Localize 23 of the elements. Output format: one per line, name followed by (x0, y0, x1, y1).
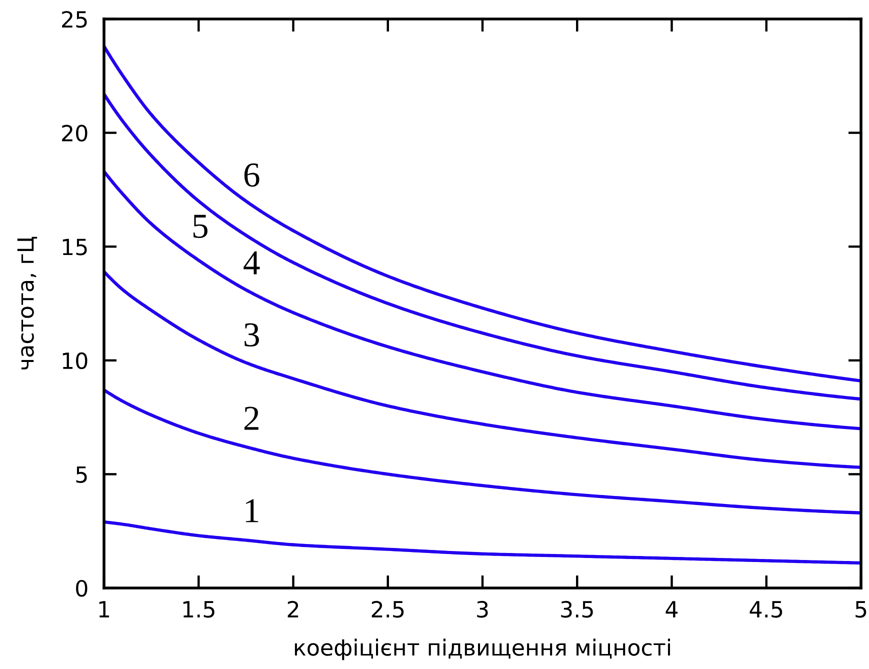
x-axis-title: коефіцієнт підвищення міцності (294, 638, 670, 660)
x-tick-label: 5 (856, 601, 866, 618)
x-tick-label: 3 (477, 600, 488, 618)
series-label: 2 (244, 406, 258, 430)
y-tick-label: 25 (62, 10, 87, 28)
x-tick-label: 1.5 (183, 601, 214, 618)
series-label: 5 (193, 214, 208, 238)
series-label: 3 (244, 323, 259, 347)
series-label: 4 (244, 251, 260, 274)
x-tick-label: 4.5 (750, 601, 782, 618)
y-tick-label: 5 (76, 466, 87, 483)
x-tick-label: 2 (288, 600, 298, 618)
y-tick-label: 20 (62, 124, 88, 142)
y-axis-title: частота, гЦ (17, 236, 38, 370)
x-tick-label: 3.5 (561, 600, 593, 618)
y-tick-label: 0 (76, 580, 88, 597)
series-label: 6 (244, 163, 260, 187)
x-tick-label: 4 (666, 601, 678, 618)
y-tick-label: 15 (62, 238, 87, 256)
series-label: 1 (246, 499, 258, 522)
y-tick-label: 10 (62, 352, 88, 370)
x-tick-label: 2.5 (372, 600, 404, 618)
x-tick-label: 1 (99, 601, 110, 618)
